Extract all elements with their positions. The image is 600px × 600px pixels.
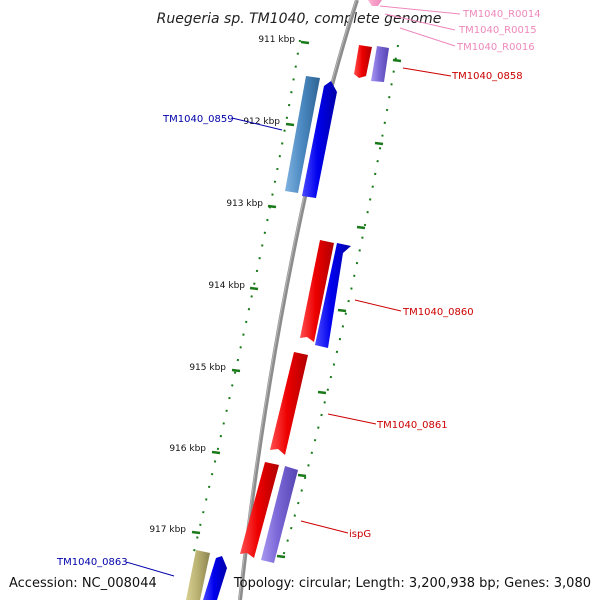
label-TM1040_0860[interactable]: TM1040_0860 [402,307,474,318]
label-TM1040_0858[interactable]: TM1040_0858 [451,71,523,82]
tick-915 [231,368,241,373]
label-TM1040_R0014[interactable]: TM1040_R0014 [462,9,541,20]
tick-label-917: 917 kbp [149,525,186,535]
gene-TM1040_0858-cds[interactable] [371,46,389,82]
label-TM1040_0859[interactable]: TM1040_0859 [162,114,234,125]
tick-916 [211,450,221,455]
label-TM1040_R0015[interactable]: TM1040_R0015 [458,25,537,36]
genome-backbone [238,0,359,600]
gene-TM1040_0863-cds[interactable] [186,550,210,600]
label-TM1040_0861[interactable]: TM1040_0861 [376,420,448,431]
tick-917 [191,530,201,535]
gene-TM1040_0858[interactable] [354,45,372,78]
accession-text: Accession: NC_008044 [9,576,157,591]
gene-ispG[interactable] [240,462,279,558]
tick-label-913: 913 kbp [226,199,263,209]
tick-914 [249,286,259,291]
label-TM1040_0863[interactable]: TM1040_0863 [56,557,128,568]
tick-912 [285,122,295,127]
rna-feature-R0014[interactable] [368,0,382,6]
tick-label-912: 912 kbp [243,117,280,127]
tick-label-911: 911 kbp [258,35,295,45]
gene-TM1040_0863[interactable] [203,556,227,600]
scale-ring-outer [281,44,399,561]
tick-label-916: 916 kbp [169,444,206,454]
gene-TM1040_0859-cds[interactable] [285,76,320,193]
tick-911 [300,40,310,45]
gene-ispG-cds[interactable] [261,466,298,563]
gene-TM1040_0861[interactable] [270,352,308,455]
gene-TM1040_0859[interactable] [302,81,337,198]
tick-913 [267,204,277,209]
label-TM1040_R0016[interactable]: TM1040_R0016 [456,42,535,53]
tick-label-914: 914 kbp [208,281,245,291]
tick-marks [191,40,402,559]
label-ispG[interactable]: ispG [349,529,371,540]
gene-TM1040_0860-cds[interactable] [315,243,351,348]
map-title: Ruegeria sp. TM1040, complete genome [157,11,442,27]
label-leaders [125,5,461,577]
gene-TM1040_0860[interactable] [300,240,334,342]
tick-label-915: 915 kbp [189,363,226,373]
topology-text: Topology: circular; Length: 3,200,938 bp… [233,576,591,591]
